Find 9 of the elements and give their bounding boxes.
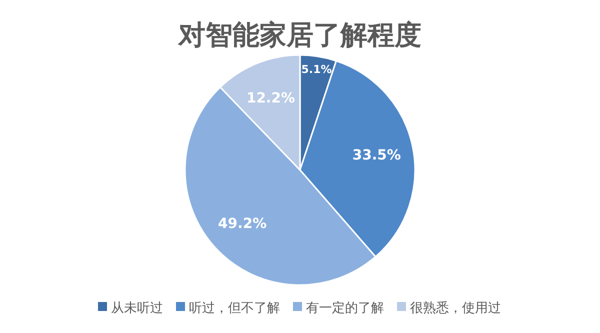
chart-title: 对智能家居了解程度 xyxy=(178,20,422,51)
legend-label: 从未听过 xyxy=(111,301,163,316)
legend-label: 听过，但不了解 xyxy=(189,301,280,316)
data-label: 5.1% xyxy=(301,62,332,76)
legend-label: 有一定的了解 xyxy=(306,301,384,316)
legend-label: 很熟悉，使用过 xyxy=(410,301,501,316)
data-label: 49.2% xyxy=(218,216,267,232)
data-label: 12.2% xyxy=(246,90,296,106)
data-label: 33.5% xyxy=(352,148,401,164)
